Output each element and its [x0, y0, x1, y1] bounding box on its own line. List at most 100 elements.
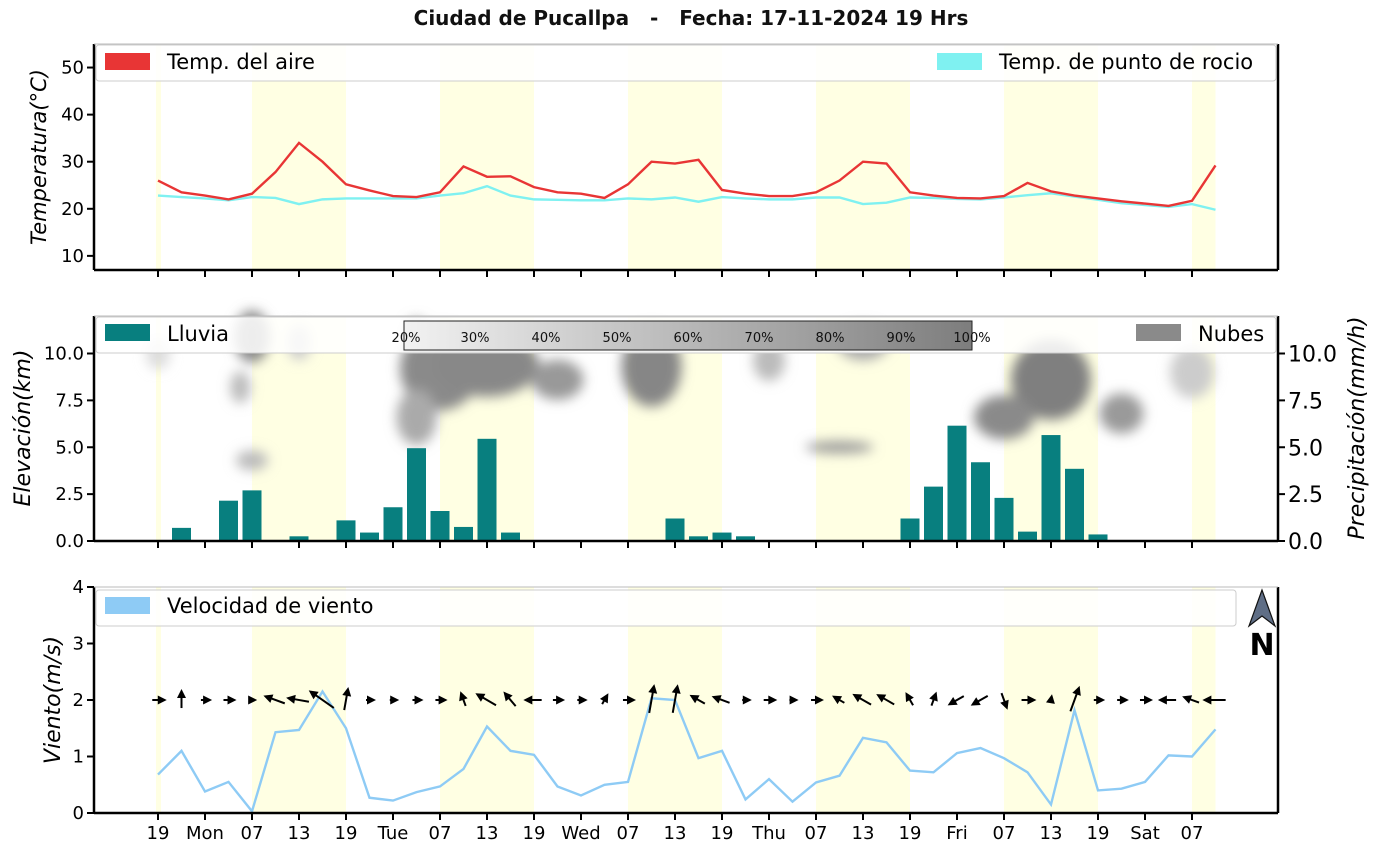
x-tick-label: 13: [852, 823, 875, 844]
legend-swatch: [937, 53, 982, 70]
daylight-band: [156, 316, 161, 541]
north-label: N: [1249, 628, 1274, 663]
cloud-blob: [1011, 339, 1091, 420]
y-tick-label-right: 2.5: [1288, 483, 1323, 508]
rain-bar: [242, 490, 262, 541]
wind-arrow-head: [832, 695, 843, 705]
rain-bar: [1065, 468, 1084, 541]
cloud-blob: [1099, 393, 1144, 434]
y-tick-label: 20: [61, 199, 84, 220]
wind-arrow-shaft: [857, 696, 872, 706]
y-axis-label: Temperatura(°C): [27, 69, 51, 245]
daylight-band: [440, 44, 534, 270]
x-tick-label: 07: [1181, 823, 1204, 844]
wind-arrow-head: [1144, 695, 1154, 705]
rain-bar: [712, 532, 732, 541]
wind-arrow: [389, 695, 400, 705]
legend-label: Lluvia: [167, 322, 229, 346]
wind-arrow-head: [1072, 685, 1081, 696]
rain-bar: [289, 536, 309, 541]
x-tick-label: 07: [993, 823, 1016, 844]
colorbar-label: 40%: [532, 331, 561, 346]
wind-arrow-head: [711, 695, 722, 704]
wind-arrow: [711, 695, 730, 704]
wind-arrow: [1000, 692, 1009, 710]
wind-arrow-head: [227, 695, 237, 705]
legend-label: Temp. del aire: [166, 50, 315, 74]
wind-arrow: [648, 684, 658, 714]
x-tick-label: 13: [1040, 823, 1063, 844]
x-tick-label: Wed: [561, 823, 600, 844]
rain-bar: [172, 527, 191, 541]
wind-arrow: [1093, 695, 1106, 705]
x-tick-label: 19: [899, 823, 922, 844]
daylight-band: [816, 44, 910, 270]
wind-arrow-shaft: [648, 690, 655, 714]
wind-arrow-head: [599, 693, 609, 704]
wind-arrow-shaft: [881, 696, 895, 706]
wind-arrow-head: [947, 697, 958, 706]
x-tick-label: 13: [288, 823, 311, 844]
legend-swatch: [105, 597, 150, 614]
x-tick-label: Fri: [946, 823, 967, 844]
wind-arrow: [742, 695, 752, 705]
wind-arrow-shaft: [480, 695, 497, 707]
wind-arrow: [1046, 694, 1055, 704]
wind-arrow: [876, 694, 895, 706]
legend-swatch: [1136, 324, 1181, 341]
wind-arrow-head: [814, 695, 824, 705]
rain-bar: [947, 425, 967, 541]
rain-bar: [477, 438, 497, 541]
y-tick-label-right: 10.0: [1288, 343, 1337, 368]
rain-bar: [1041, 435, 1061, 541]
wind-arrow: [671, 684, 681, 713]
wind-arrow-head: [459, 691, 468, 702]
colorbar-label: 90%: [887, 331, 916, 346]
colorbar-label: 50%: [603, 331, 632, 346]
legend-label: Temp. de punto de rocio: [998, 50, 1253, 74]
legend-label: Nubes: [1198, 322, 1264, 346]
wind-arrow-head: [1119, 695, 1129, 705]
rain-bar: [1088, 534, 1108, 541]
wind-arrow-head: [248, 695, 258, 705]
rain-bar: [454, 526, 473, 541]
chart-title: Ciudad de Pucallpa - Fecha: 17-11-2024 1…: [413, 6, 969, 30]
x-tick-label: 07: [617, 823, 640, 844]
y-tick-label: 3: [73, 634, 84, 655]
wind-arrow-shaft: [507, 696, 517, 707]
cloud-blob: [1170, 346, 1214, 399]
wind-arrow: [308, 690, 335, 709]
wind-arrow-head: [742, 695, 752, 705]
daylight-band: [252, 44, 346, 270]
rain-bar: [501, 532, 520, 541]
wind-arrow: [689, 694, 706, 705]
y-tick-label-right: 5.0: [1288, 436, 1323, 461]
cloud-blob: [396, 389, 437, 446]
x-tick-label: 19: [523, 823, 546, 844]
rain-bar: [1018, 531, 1037, 541]
wind-arrow-shaft: [1069, 692, 1079, 712]
rain-bar: [219, 500, 238, 541]
x-tick-label: Thu: [751, 823, 786, 844]
wind-arrow: [223, 695, 237, 705]
x-tick-label: 13: [476, 823, 499, 844]
wind-arrow-head: [970, 697, 981, 706]
cloud-blob: [236, 450, 268, 471]
wind-arrow-shaft: [976, 694, 989, 704]
wind-arrow-head: [905, 692, 914, 703]
y-tick-label: 1: [73, 747, 84, 768]
wind-arrow-head: [627, 695, 637, 705]
wind-arrow-head: [308, 690, 319, 700]
y-tick-label: 50: [61, 58, 84, 79]
wind-arrow-shaft: [269, 697, 286, 705]
daylight-band: [1192, 44, 1216, 270]
wind-arrow-head: [768, 695, 778, 705]
wind-arrow-head: [671, 684, 681, 694]
x-tick-label: 07: [429, 823, 452, 844]
wind-arrow: [905, 692, 914, 706]
wind-arrow: [929, 691, 938, 706]
rain-bar: [407, 448, 426, 541]
rain-bar: [430, 511, 450, 541]
wind-arrow: [152, 695, 167, 705]
wind-arrow: [1021, 695, 1037, 705]
